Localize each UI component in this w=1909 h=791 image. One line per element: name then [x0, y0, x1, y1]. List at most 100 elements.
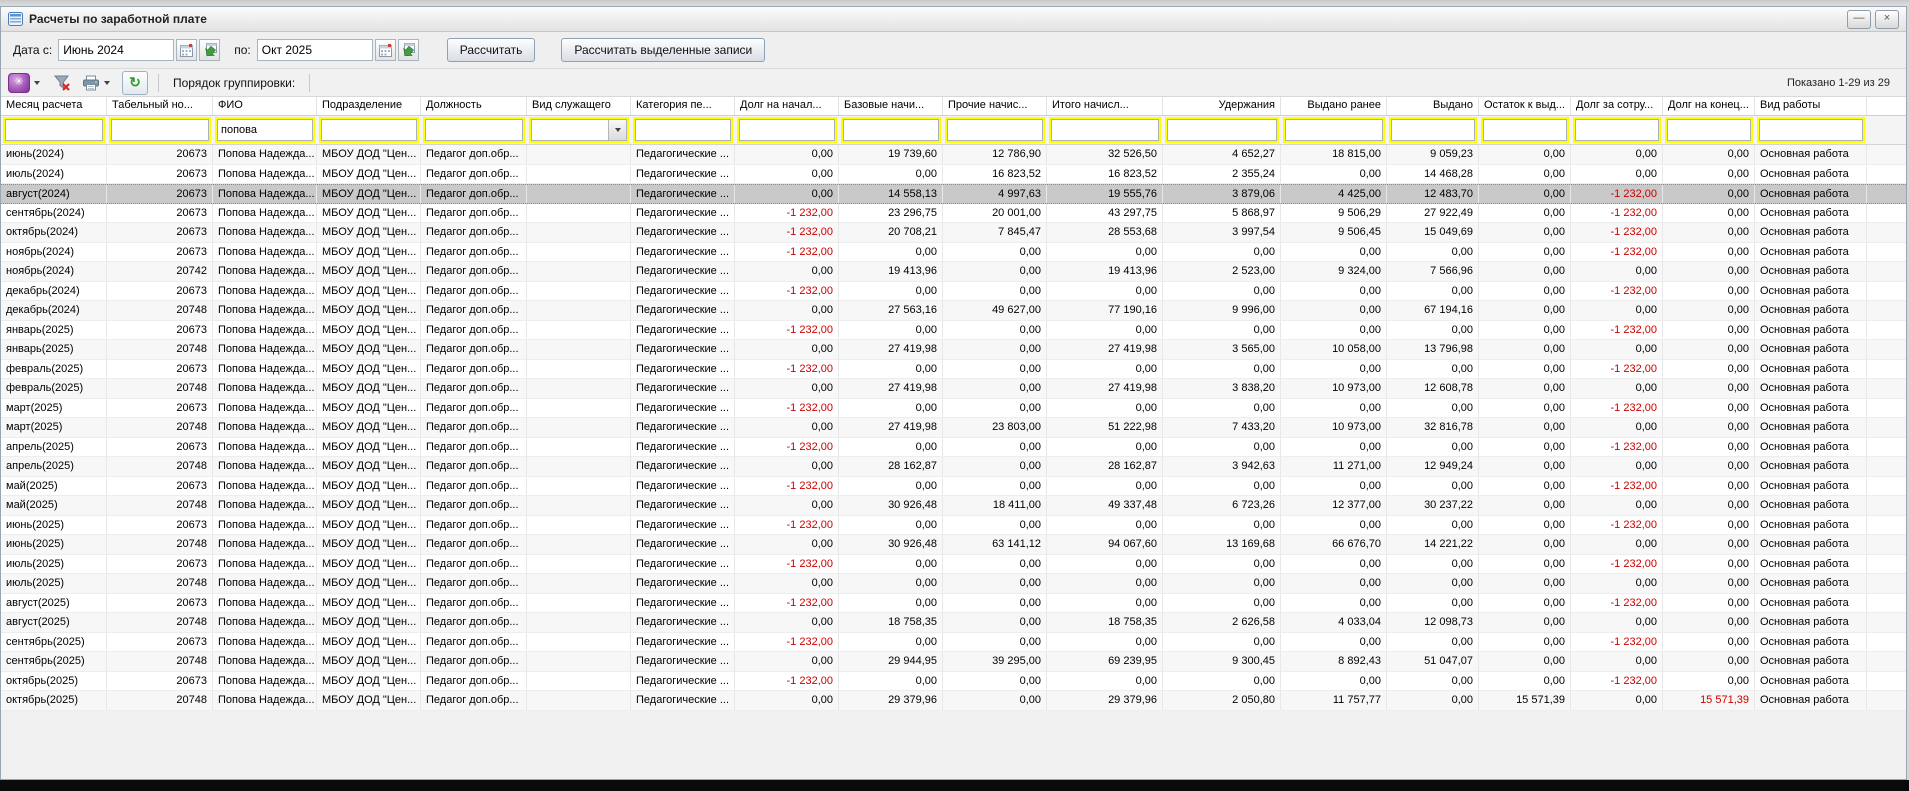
table-row[interactable]: январь(2025) 20673 Попова Надежда... МБОУ Д… [1, 320, 1906, 340]
filter-paid-input[interactable] [1389, 117, 1477, 143]
column-header-base_accruals[interactable]: Базовые начи... [839, 97, 943, 115]
table-row[interactable]: сентябрь(2024) 20673 Попова Надежда... МБОУ… [1, 203, 1906, 223]
column-header-category[interactable]: Категория пе... [631, 97, 735, 115]
filter-tab_no-input[interactable] [109, 117, 211, 143]
table-row[interactable]: май(2025) 20748 Попова Надежда... МБОУ ДОД … [1, 496, 1906, 516]
table-row[interactable]: июнь(2025) 20673 Попова Надежда... МБОУ ДОД… [1, 515, 1906, 535]
filter-employee_type-combobox[interactable] [529, 117, 629, 143]
table-row[interactable]: июнь(2025) 20748 Попова Надежда... МБОУ ДОД… [1, 535, 1906, 555]
filter-deductions-input[interactable] [1165, 117, 1279, 143]
date-from-calendar-button[interactable] [176, 39, 198, 61]
cell-department: МБОУ ДОД "Цен... [317, 145, 421, 164]
column-header-employee_debt[interactable]: Долг за сотру... [1571, 97, 1663, 115]
table-row[interactable]: октябрь(2024) 20673 Попова Надежда... МБОУ … [1, 223, 1906, 243]
filter-other_accruals-input[interactable] [945, 117, 1045, 143]
date-from-select-button[interactable] [199, 39, 221, 61]
table-row[interactable]: ноябрь(2024) 20742 Попова Надежда... МБОУ Д… [1, 262, 1906, 282]
table-row[interactable]: октябрь(2025) 20748 Попова Надежда... МБОУ … [1, 691, 1906, 711]
column-header-remainder_to_pay[interactable]: Остаток к выд... [1479, 97, 1571, 115]
cell-work_type: Основная работа [1755, 359, 1867, 378]
table-row[interactable]: август(2025) 20748 Попова Надежда... МБОУ Д… [1, 613, 1906, 633]
table-row[interactable]: март(2025) 20673 Попова Надежда... МБОУ ДОД… [1, 398, 1906, 418]
calculate-selected-button[interactable]: Рассчитать выделенные записи [561, 38, 766, 62]
column-header-debt_end[interactable]: Долг на конец... [1663, 97, 1755, 115]
filter-work_type-input[interactable] [1757, 117, 1865, 143]
table-row[interactable]: февраль(2025) 20748 Попова Надежда... МБОУ … [1, 379, 1906, 399]
table-row[interactable]: декабрь(2024) 20673 Попова Надежда... МБОУ … [1, 281, 1906, 301]
table-row[interactable]: август(2025) 20673 Попова Надежда... МБОУ Д… [1, 593, 1906, 613]
filter-total_accruals-input[interactable] [1049, 117, 1161, 143]
cell-other_accruals: 4 997,63 [943, 185, 1047, 203]
date-from-input[interactable] [58, 39, 175, 61]
column-header-work_type[interactable]: Вид работы [1755, 97, 1867, 115]
date-to-select-button[interactable] [397, 39, 419, 61]
table-row[interactable]: май(2025) 20673 Попова Надежда... МБОУ ДОД … [1, 476, 1906, 496]
table-row[interactable]: февраль(2025) 20673 Попова Надежда... МБОУ … [1, 359, 1906, 379]
column-header-debt_start[interactable]: Долг на начал... [735, 97, 839, 115]
column-header-employee_type[interactable]: Вид служащего [527, 97, 631, 115]
filter-remainder_to_pay-input[interactable] [1481, 117, 1569, 143]
table-row[interactable]: март(2025) 20748 Попова Надежда... МБОУ ДОД… [1, 418, 1906, 438]
cell-paid: 0,00 [1387, 574, 1479, 593]
filter-employee_type-input[interactable] [532, 120, 608, 140]
table-row[interactable]: сентябрь(2025) 20748 Попова Надежда... МБОУ… [1, 652, 1906, 672]
settings-menu-button[interactable]: ✳ [7, 72, 41, 94]
cell-employee_debt: -1 232,00 [1571, 632, 1663, 651]
column-header-department[interactable]: Подразделение [317, 97, 421, 115]
filter-employee_debt-input[interactable] [1573, 117, 1661, 143]
column-header-month[interactable]: Месяц расчета [1, 97, 107, 115]
column-header-paid[interactable]: Выдано [1387, 97, 1479, 115]
refresh-button[interactable]: ↻ [122, 70, 148, 95]
cell-position: Педагог доп.обр... [421, 281, 527, 300]
cell-month: сентябрь(2024) [1, 203, 107, 222]
cell-other_accruals: 39 295,00 [943, 652, 1047, 671]
column-header-paid_earlier[interactable]: Выдано ранее [1281, 97, 1387, 115]
close-button[interactable]: × [1875, 9, 1899, 29]
filter-base_accruals-input[interactable] [841, 117, 941, 143]
filter-fio-input[interactable] [215, 117, 315, 143]
filter-department-input[interactable] [319, 117, 419, 143]
column-header-total_accruals[interactable]: Итого начисл... [1047, 97, 1163, 115]
filter-month-input[interactable] [3, 117, 105, 143]
filter-position-input[interactable] [423, 117, 525, 143]
table-row[interactable]: июль(2025) 20748 Попова Надежда... МБОУ ДОД… [1, 574, 1906, 594]
column-header-fio[interactable]: ФИО [213, 97, 317, 115]
table-row[interactable]: декабрь(2024) 20748 Попова Надежда... МБОУ … [1, 301, 1906, 321]
calculate-button[interactable]: Рассчитать [446, 38, 536, 62]
cell-month: март(2025) [1, 398, 107, 417]
cell-month: апрель(2025) [1, 457, 107, 476]
column-header-deductions[interactable]: Удержания [1163, 97, 1281, 115]
cell-employee_type [527, 632, 631, 651]
cell-employee_debt: 0,00 [1571, 418, 1663, 437]
cell-department: МБОУ ДОД "Цен... [317, 398, 421, 417]
cell-other_accruals: 0,00 [943, 398, 1047, 417]
filter-category-input[interactable] [633, 117, 733, 143]
column-header-tab_no[interactable]: Табельный но... [107, 97, 213, 115]
cell-position: Педагог доп.обр... [421, 632, 527, 651]
table-row[interactable]: август(2024) 20673 Попова Надежда... МБОУ Д… [1, 184, 1906, 204]
table-row[interactable]: июль(2024) 20673 Попова Надежда... МБОУ ДОД… [1, 164, 1906, 184]
filter-paid_earlier-input[interactable] [1283, 117, 1385, 143]
table-row[interactable]: ноябрь(2024) 20673 Попова Надежда... МБОУ Д… [1, 242, 1906, 262]
table-row[interactable]: июль(2025) 20673 Попова Надежда... МБОУ ДОД… [1, 554, 1906, 574]
cell-tab_no: 20748 [107, 613, 213, 632]
date-to-calendar-button[interactable] [374, 39, 396, 61]
column-header-position[interactable]: Должность [421, 97, 527, 115]
cell-tab_no: 20673 [107, 671, 213, 690]
cell-employee_debt: 0,00 [1571, 652, 1663, 671]
date-to-input[interactable] [256, 39, 373, 61]
table-row[interactable]: апрель(2025) 20748 Попова Надежда... МБОУ Д… [1, 457, 1906, 477]
table-row[interactable]: июнь(2024) 20673 Попова Надежда... МБОУ ДОД… [1, 145, 1906, 165]
column-header-other_accruals[interactable]: Прочие начис... [943, 97, 1047, 115]
table-row[interactable]: январь(2025) 20748 Попова Надежда... МБОУ Д… [1, 340, 1906, 360]
combo-dropdown-button[interactable] [608, 120, 626, 140]
table-row[interactable]: сентябрь(2025) 20673 Попова Надежда... МБОУ… [1, 632, 1906, 652]
table-row[interactable]: апрель(2025) 20673 Попова Надежда... МБОУ Д… [1, 437, 1906, 457]
cell-category: Педагогические ... [631, 340, 735, 359]
table-row[interactable]: октябрь(2025) 20673 Попова Надежда... МБОУ … [1, 671, 1906, 691]
filter-debt_end-input[interactable] [1665, 117, 1753, 143]
minimize-button[interactable]: — [1847, 9, 1871, 29]
print-menu-button[interactable] [81, 74, 111, 92]
filter-debt_start-input[interactable] [737, 117, 837, 143]
clear-filter-button[interactable] [52, 73, 72, 93]
